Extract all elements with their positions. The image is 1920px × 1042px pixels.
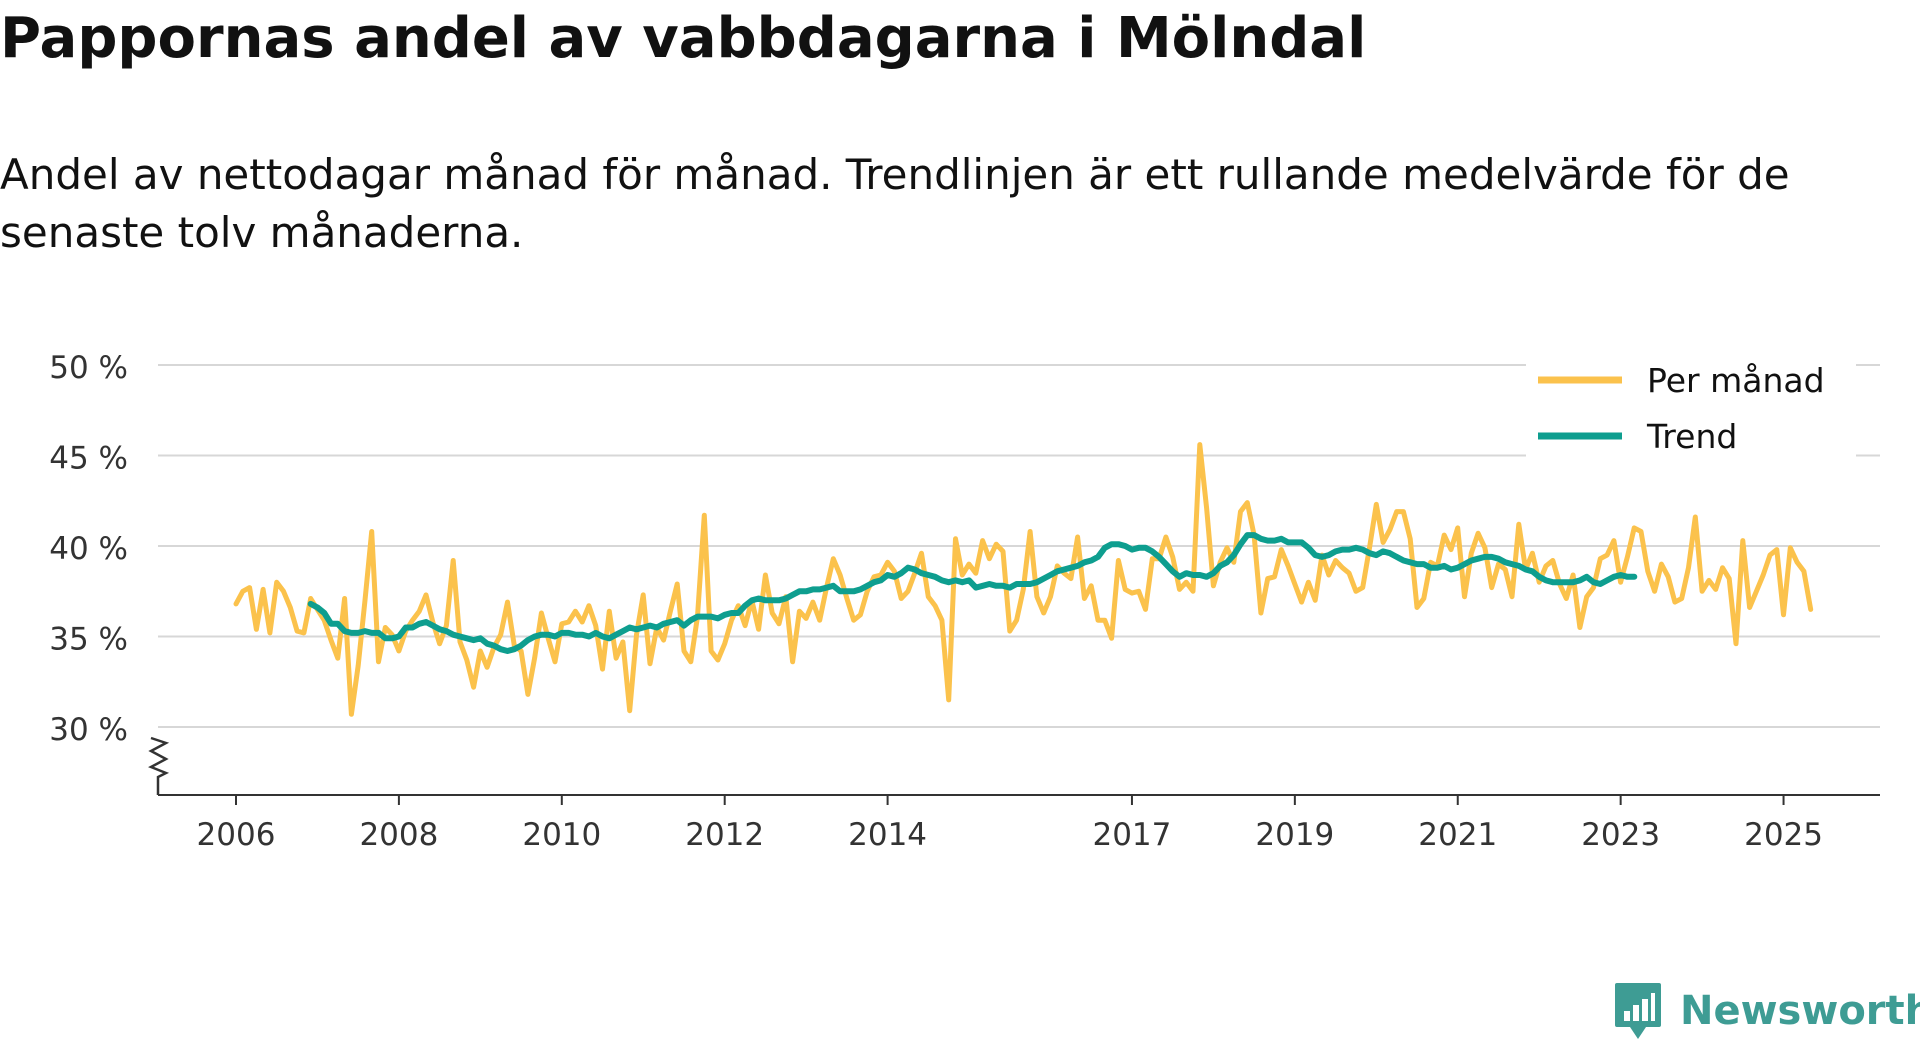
axis-break-icon — [148, 736, 170, 795]
x-tick-label: 2025 — [1744, 817, 1823, 853]
y-tick-label: 35 % — [49, 622, 128, 658]
chart-subtitle: Andel av nettodagar månad för månad. Tre… — [0, 150, 1790, 257]
x-tick-label: 2012 — [685, 817, 764, 853]
x-tick-label: 2019 — [1255, 817, 1334, 853]
brand-name: Newsworthy — [1680, 988, 1920, 1034]
y-tick-label: 40 % — [49, 531, 128, 567]
bar-chart-logo-icon — [1615, 983, 1661, 1039]
x-axis: 2006 2008 2010 2012 2014 2017 2019 2021 2023 2025 — [148, 736, 1880, 853]
newsworthy-brand[interactable]: Newsworthy — [1614, 980, 1920, 1042]
series-line-per-manad — [233, 442, 1814, 717]
legend-label[interactable]: Trend — [1646, 417, 1737, 456]
line-chart: 30 % 35 % 40 % 45 % 50 % 2006 2008 2010 2012 201… — [49, 350, 1880, 853]
x-tick-label: 2006 — [197, 817, 276, 853]
y-tick-label: 50 % — [49, 350, 128, 386]
legend[interactable]: Per månad Trend — [1526, 358, 1856, 486]
chart-title: Pappornas andel av vabbdagarna i Mölndal — [0, 6, 1367, 71]
y-axis-ticks: 30 % 35 % 40 % 45 % 50 % — [49, 350, 128, 748]
x-tick-label: 2021 — [1418, 817, 1497, 853]
series-line-trend — [307, 532, 1638, 654]
x-tick-label: 2008 — [359, 817, 438, 853]
y-tick-label: 45 % — [49, 441, 128, 477]
x-tick-label: 2014 — [848, 817, 927, 853]
y-tick-label: 30 % — [49, 712, 128, 748]
x-tick-label: 2010 — [522, 817, 601, 853]
series-lines — [233, 442, 1814, 717]
x-tick-label: 2017 — [1092, 817, 1171, 853]
legend-label[interactable]: Per månad — [1647, 361, 1825, 400]
x-tick-label: 2023 — [1581, 817, 1660, 853]
